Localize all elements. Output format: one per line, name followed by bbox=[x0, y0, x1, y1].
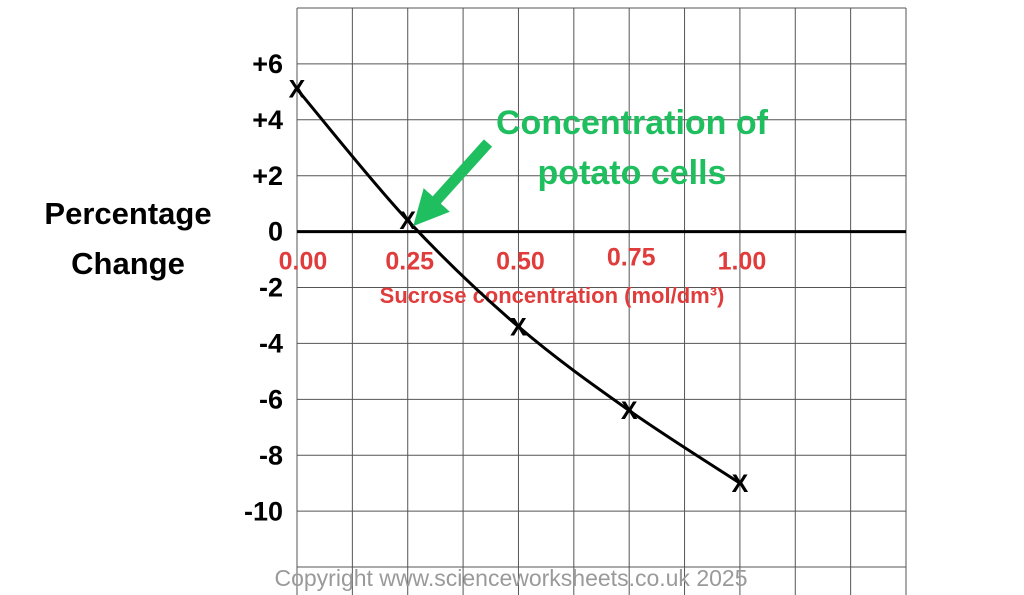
y-tick-label: +2 bbox=[252, 161, 283, 191]
y-tick-label: -2 bbox=[259, 273, 283, 303]
point-marker: X bbox=[289, 76, 306, 104]
y-tick-label: -10 bbox=[244, 496, 283, 526]
footer: Copyright www.scienceworksheets.co.uk 20… bbox=[274, 565, 747, 591]
y-tick-label: -4 bbox=[259, 329, 283, 359]
point-marker: X bbox=[399, 207, 416, 235]
point-marker: X bbox=[510, 313, 527, 341]
x-axis-label: Sucrose concentration (mol/dm³) bbox=[380, 283, 725, 308]
annotation-arrow bbox=[413, 139, 493, 227]
x-tick-label: 1.00 bbox=[718, 248, 767, 276]
x-tick-label: 0.75 bbox=[607, 244, 656, 272]
point-marker: X bbox=[621, 397, 638, 425]
y-tick-label: -6 bbox=[259, 384, 283, 414]
y-axis-label: Percentage bbox=[44, 196, 211, 231]
curve bbox=[295, 88, 741, 485]
x-tick-label: 0.50 bbox=[496, 248, 545, 276]
y-tick-label: 0 bbox=[268, 217, 283, 247]
y-tick-label: +6 bbox=[252, 49, 283, 79]
y-tick-label: -8 bbox=[259, 440, 283, 470]
point-marker: X bbox=[732, 470, 749, 498]
annotation: potato cells bbox=[538, 154, 727, 192]
x-tick-label: 0.00 bbox=[279, 248, 328, 276]
y-tick-label: +4 bbox=[252, 105, 283, 135]
annotation: Concentration of bbox=[496, 104, 769, 142]
x-tick-label: 0.25 bbox=[385, 248, 434, 276]
y-axis-label: Change bbox=[71, 246, 185, 281]
